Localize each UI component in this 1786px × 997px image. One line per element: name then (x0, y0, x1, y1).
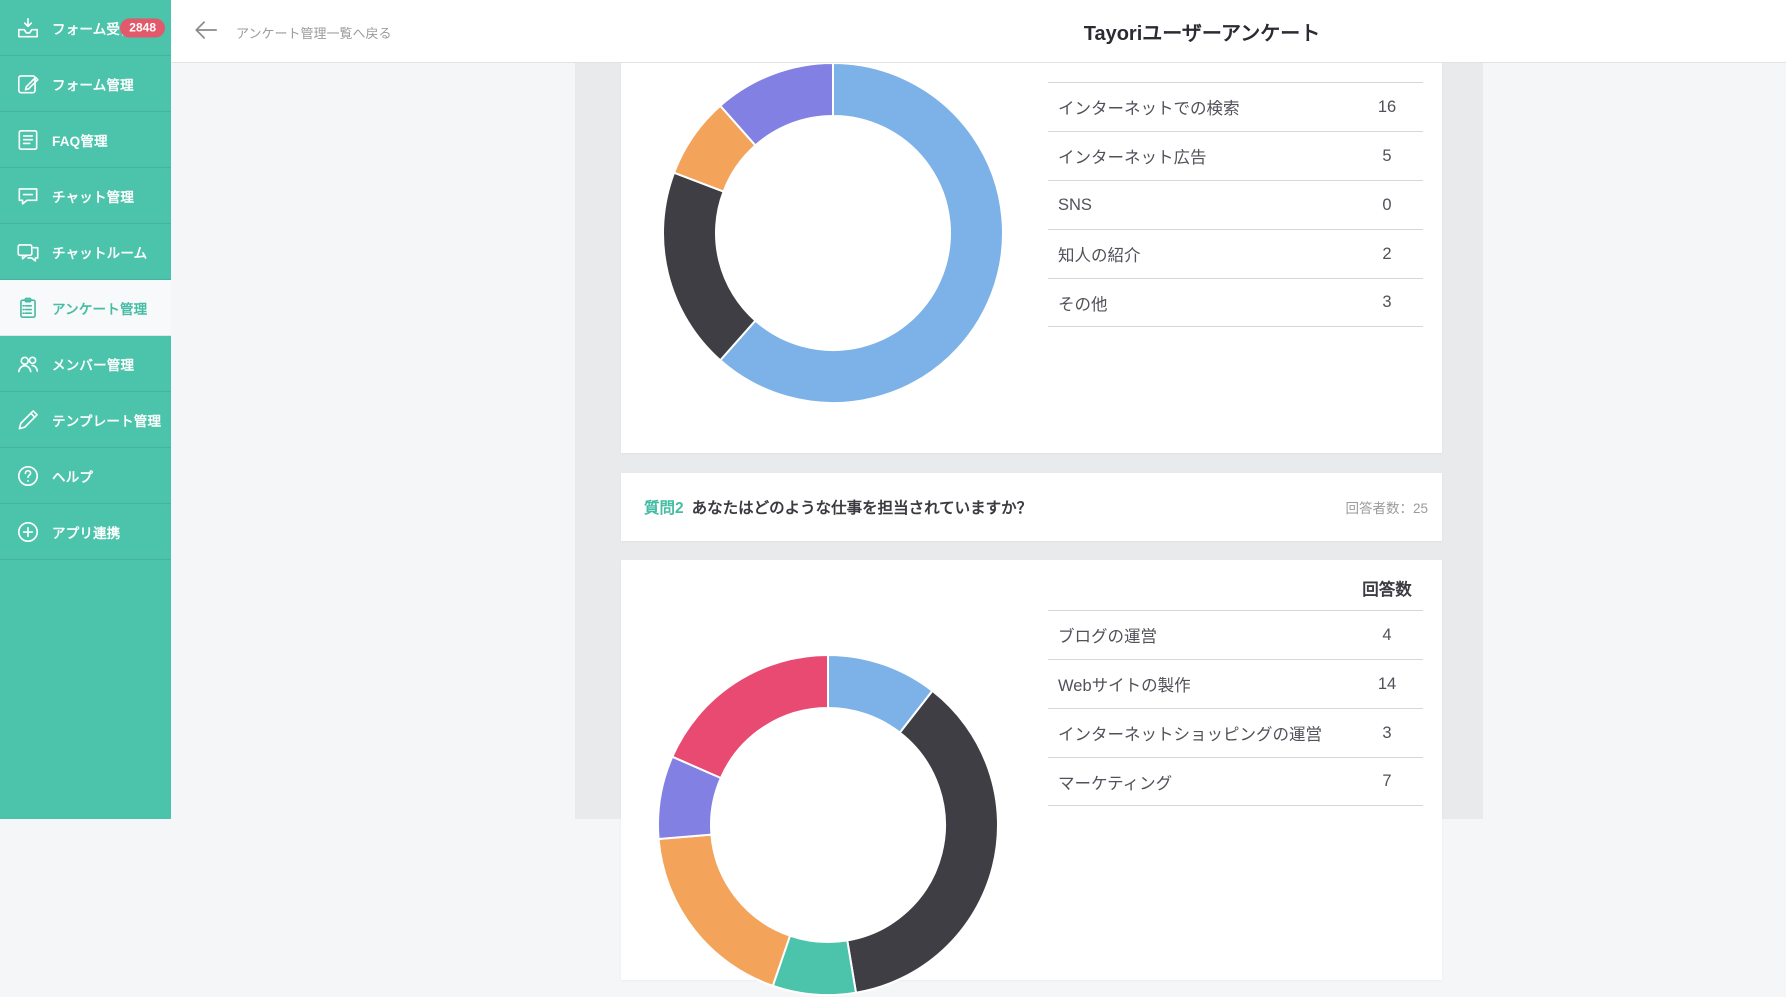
form-edit-icon (17, 74, 39, 93)
members-icon (17, 355, 39, 372)
inbox-icon (17, 17, 39, 37)
plus-circle-icon (17, 521, 39, 542)
unread-count-badge: 2848 (120, 18, 165, 37)
question1-donut-chart (662, 62, 1004, 404)
sidebar-item-chatroom[interactable]: チャットルーム (0, 224, 171, 280)
answer-count: 16 (1377, 97, 1397, 116)
answer-label: インターネットショッピングの運営 (1058, 726, 1322, 744)
table-row: Webサイトの製作 14 (1048, 659, 1423, 708)
table-row: その他 3 (1048, 278, 1423, 327)
sidebar-item-faq[interactable]: FAQ管理 (0, 112, 171, 168)
answer-count: 3 (1382, 723, 1392, 742)
question2-donut-chart (657, 654, 999, 996)
sidebar-item-label: チャット管理 (52, 189, 135, 205)
donut-slice (657, 833, 792, 987)
sidebar-item-label: ヘルプ (52, 469, 94, 485)
donut-slice (846, 689, 999, 994)
faq-doc-icon (18, 129, 38, 150)
table-row: 知人の紹介 2 (1048, 229, 1423, 278)
table-row: インターネットショッピングの運営 3 (1048, 708, 1423, 757)
table-row: ブログの運営 4 (1048, 610, 1423, 659)
page-title: Tayoriユーザーアンケート (1083, 22, 1321, 45)
answer-label: 知人の紹介 (1058, 247, 1141, 265)
sidebar-item-survey[interactable]: アンケート管理 (0, 280, 171, 336)
sidebar-item-apps[interactable]: アプリ連携 (0, 504, 171, 560)
sidebar-item-help[interactable]: ヘルプ (0, 448, 171, 504)
back-arrow-icon (193, 17, 219, 48)
sidebar-item-inbox[interactable]: フォーム受信箱 2848 (0, 0, 171, 56)
question1-answer-table: インターネットでの検索 16 インターネット広告 5 SNS 0 知人の紹介 2 その他 3 (1048, 82, 1423, 327)
sidebar: フォーム受信箱 2848 フォーム管理 FAQ管理チャット管理 チャットルーム アンケート… (0, 0, 171, 819)
answer-count: 0 (1382, 195, 1392, 214)
answer-count: 7 (1382, 772, 1392, 790)
sidebar-item-label: テンプレート管理 (52, 413, 162, 429)
answer-count-header: 回答数 (1362, 581, 1412, 599)
sidebar-item-label: アンケート管理 (52, 301, 148, 317)
question2-text: あなたはどのような仕事を担当されていますか？ (691, 500, 1033, 517)
question-circle-icon (17, 465, 39, 486)
main-content: インターネットでの検索 16 インターネット広告 5 SNS 0 知人の紹介 2 その他 3 質問… (171, 62, 1786, 996)
answer-label: その他 (1058, 295, 1108, 314)
sidebar-item-members[interactable]: メンバー管理 (0, 336, 171, 392)
sidebar-item-form[interactable]: フォーム管理 (0, 56, 171, 112)
answer-label: Webサイトの製作 (1058, 677, 1191, 695)
table-row: インターネット広告 5 (1048, 131, 1423, 180)
clipboard-icon (20, 297, 36, 318)
answer-label: インターネットでの検索 (1058, 100, 1240, 118)
question2-answer-table: 回答数ブログの運営 4 Webサイトの製作 14 インターネットショッピングの運営 3 マー… (1048, 560, 1423, 806)
back-label: アンケート管理一覧へ戻る (236, 26, 392, 41)
question2-header-card: 質問2 あなたはどのような仕事を担当されていますか？ 回答者数：25 (621, 473, 1442, 541)
answer-label: SNS (1058, 195, 1092, 214)
answer-label: ブログの運営 (1058, 628, 1157, 646)
sidebar-item-label: メンバー管理 (52, 357, 135, 373)
sidebar-item-template[interactable]: テンプレート管理 (0, 392, 171, 448)
answer-count: 3 (1382, 293, 1392, 311)
table-row: SNS 0 (1048, 180, 1423, 229)
donut-slice (719, 62, 1004, 404)
question2-tag: 質問2 (644, 500, 684, 517)
donut-slice (671, 654, 829, 779)
header: アンケート管理一覧へ戻る Tayoriユーザーアンケート (171, 0, 1786, 63)
question1-result-card: インターネットでの検索 16 インターネット広告 5 SNS 0 知人の紹介 2 その他 3 (621, 62, 1442, 453)
donut-slice (662, 171, 757, 362)
question2-respondent-count: 回答者数：25 (1345, 501, 1428, 516)
donut-slice (719, 62, 834, 147)
sidebar-item-label: FAQ管理 (52, 133, 108, 149)
sidebar-item-chat[interactable]: チャット管理 (0, 168, 171, 224)
chat-room-icon (17, 243, 39, 262)
answer-count: 2 (1382, 244, 1392, 263)
back-button[interactable]: アンケート管理一覧へ戻る (193, 17, 391, 48)
answer-label: インターネット広告 (1058, 149, 1207, 167)
answer-label: マーケティング (1058, 774, 1173, 793)
answer-count: 4 (1382, 625, 1392, 644)
table-row: インターネットでの検索 16 (1048, 82, 1423, 131)
table-row: マーケティング 7 (1048, 757, 1423, 806)
pencil-icon (18, 409, 38, 429)
chat-bubble-icon (18, 187, 38, 205)
sidebar-item-label: アプリ連携 (52, 525, 121, 541)
sidebar-item-label: フォーム管理 (52, 77, 134, 93)
sidebar-item-label: チャットルーム (52, 245, 148, 261)
answer-count: 5 (1382, 146, 1392, 165)
table-header-row: 回答数 (1048, 560, 1423, 610)
question2-result-card: 回答数ブログの運営 4 Webサイトの製作 14 インターネットショッピングの運営 3 マー… (621, 560, 1442, 996)
answer-count: 14 (1377, 674, 1397, 693)
